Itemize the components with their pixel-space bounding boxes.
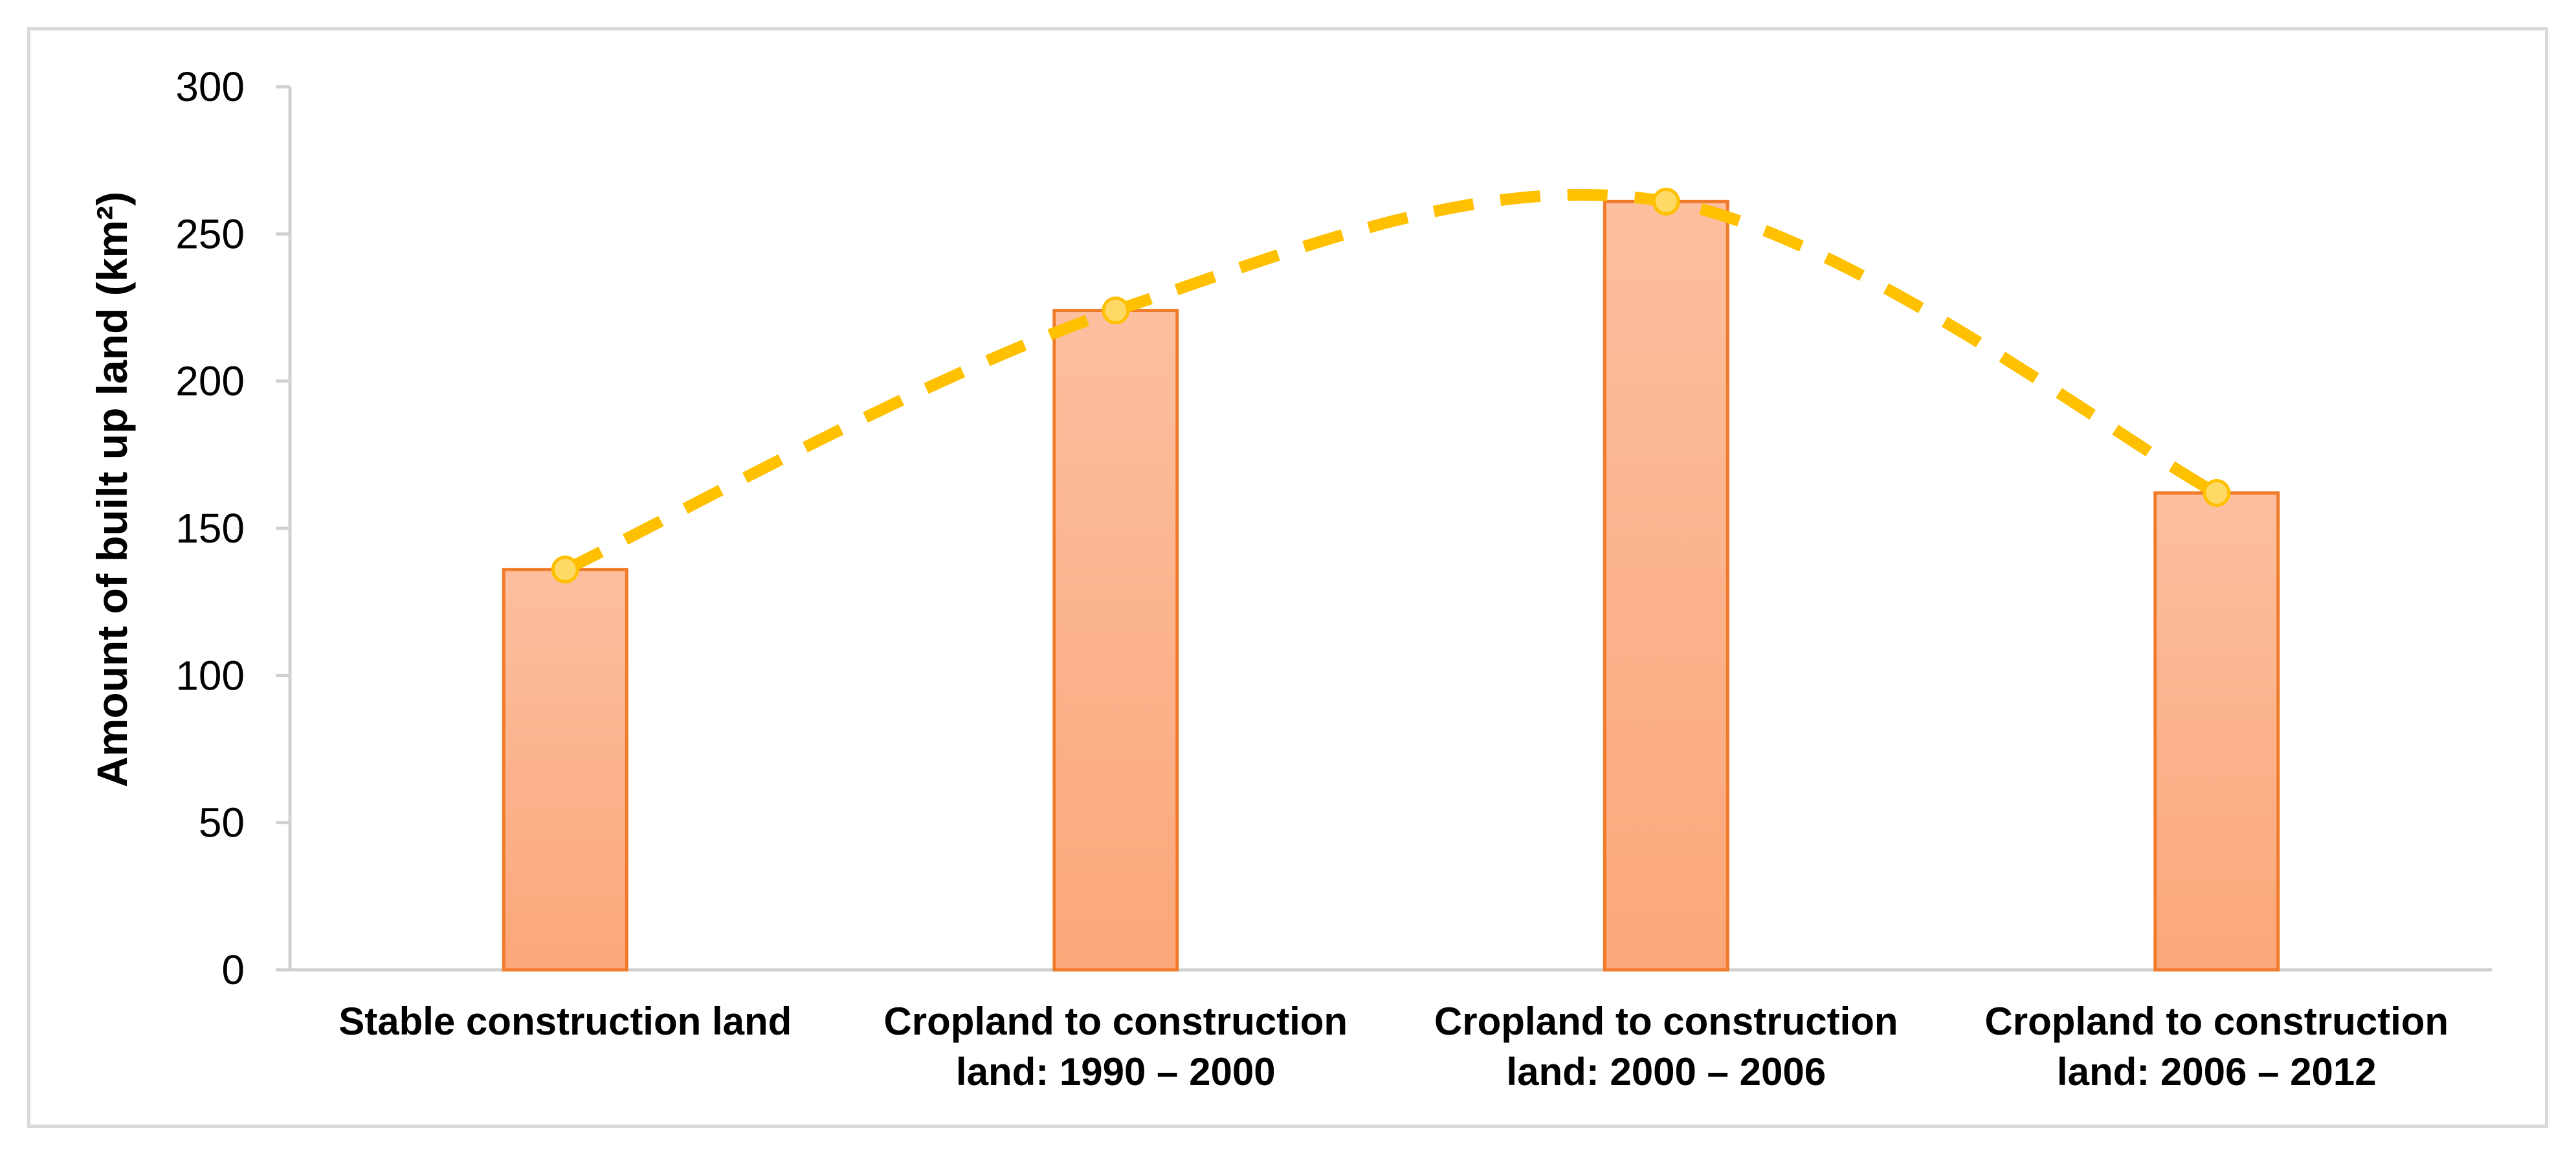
bar xyxy=(502,568,628,972)
trend-line xyxy=(562,188,2219,575)
y-tick-label: 0 xyxy=(221,947,245,993)
category-labels: Stable construction land Cropland to cons… xyxy=(339,1000,2448,1093)
bar-series xyxy=(502,199,2280,972)
trend-marker xyxy=(551,555,579,584)
x-category-label: Stable construction land xyxy=(339,1000,792,1043)
y-axis-title: Amount of built up land (km²) xyxy=(88,192,136,787)
y-tick-label: 150 xyxy=(175,505,245,552)
y-tick-label: 250 xyxy=(175,210,245,257)
trend-marker xyxy=(1652,187,1680,216)
chart-frame xyxy=(27,27,2548,1128)
y-tick-label: 100 xyxy=(175,652,245,699)
bar xyxy=(2153,491,2280,972)
x-category-label: Cropland to construction land: 2006 – 201… xyxy=(1984,1000,2448,1093)
bar xyxy=(1603,199,1729,972)
y-tick-label: 200 xyxy=(175,358,245,405)
y-axis: 0 50 100 150 200 250 300 xyxy=(175,63,292,993)
x-category-label: Cropland to construction land: 2000 – 200… xyxy=(1434,1000,1898,1093)
trend-line-series xyxy=(551,187,2231,584)
y-tick-label: 50 xyxy=(199,800,245,846)
y-tick-label: 300 xyxy=(175,63,245,110)
trend-marker xyxy=(1102,297,1130,325)
x-category-label: Cropland to construction land: 1990 – 200… xyxy=(883,1000,1348,1093)
trend-marker xyxy=(2203,478,2231,507)
bar xyxy=(1052,309,1179,972)
